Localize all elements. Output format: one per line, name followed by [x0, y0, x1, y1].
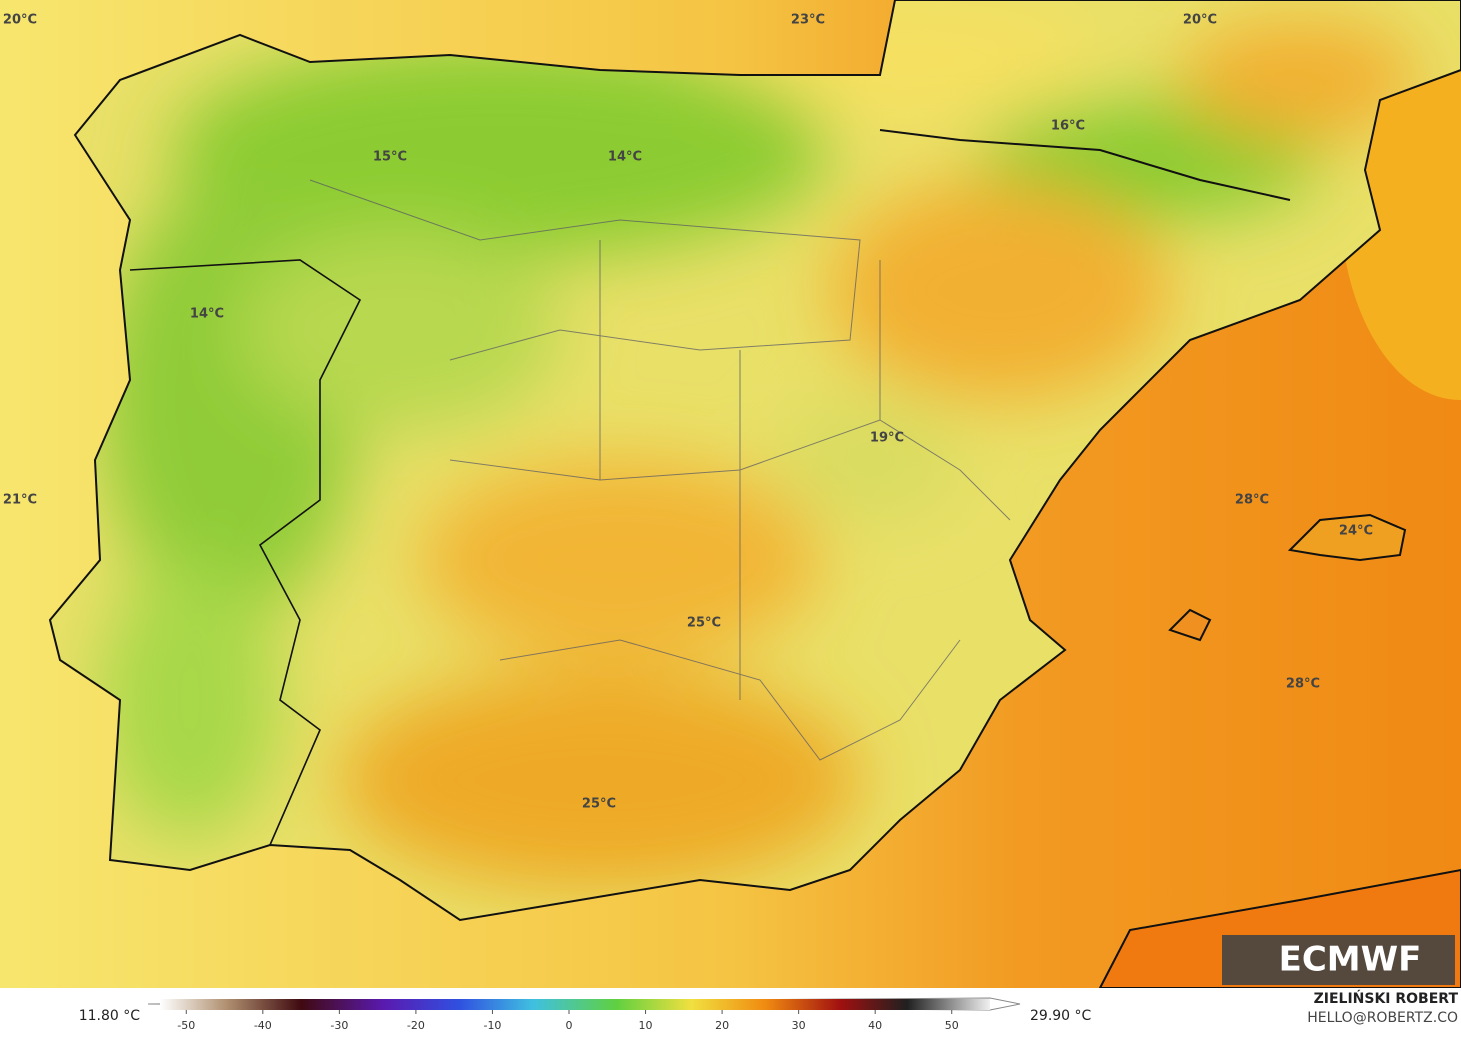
colorbar-tick-label: 30: [792, 1019, 806, 1032]
colorbar-ticks: -50 -40 -30 -20 -10 0 10 20 30 40 50: [177, 1010, 959, 1032]
colorbar-tick-label: 40: [868, 1019, 882, 1032]
colorbar-tick-label: 10: [639, 1019, 653, 1032]
temperature-label: 28°C: [1235, 493, 1269, 508]
temperature-label: 14°C: [190, 307, 224, 322]
temperature-labels: 20°C 23°C 20°C 16°C 15°C 14°C 14°C 19°C 21°C 28°C…: [3, 13, 1373, 812]
border: [129, 259, 362, 846]
min-label: 11.80 °C: [79, 1008, 141, 1024]
temperature-label: 16°C: [1051, 119, 1085, 134]
border: [879, 129, 1291, 201]
temperature-label: 25°C: [687, 616, 721, 631]
footer: [0, 988, 1461, 1035]
temperature-label: 20°C: [1183, 13, 1217, 28]
regions: [309, 179, 1011, 761]
temperature-label: 23°C: [791, 13, 825, 28]
colorbar-tick-label: -20: [407, 1019, 425, 1032]
temperature-label: 21°C: [3, 493, 37, 508]
temperature-label: 28°C: [1286, 677, 1320, 692]
colorbar-tick-label: -40: [254, 1019, 272, 1032]
logo-box: [1222, 935, 1455, 985]
colorbar-tick-label: 20: [715, 1019, 729, 1032]
temperature-label: 14°C: [608, 150, 642, 165]
temperature-label: 15°C: [373, 150, 407, 165]
island: [1168, 608, 1212, 642]
colorbar-tick-label: 50: [945, 1019, 959, 1032]
colorbar-tick-label: -50: [177, 1019, 195, 1032]
logo: ECMWF: [1279, 940, 1422, 980]
colorbar: [160, 999, 990, 1010]
colorbar-tick-label: -10: [483, 1019, 501, 1032]
temperature-label: 19°C: [870, 431, 904, 446]
temperature-label: 24°C: [1339, 524, 1373, 539]
colorbar-tick-label: 0: [566, 1019, 573, 1032]
island: [1287, 513, 1407, 562]
temperature-label: 20°C: [3, 13, 37, 28]
temperature-label: 25°C: [582, 797, 616, 812]
max-label: 29.90 °C: [1030, 1008, 1092, 1024]
credit-email: HELLO@ROBERTZ.CO: [1307, 1010, 1458, 1026]
credit-name: ZIELIŃSKI ROBERT: [1314, 989, 1459, 1007]
colorbar-tick-label: -30: [330, 1019, 348, 1032]
